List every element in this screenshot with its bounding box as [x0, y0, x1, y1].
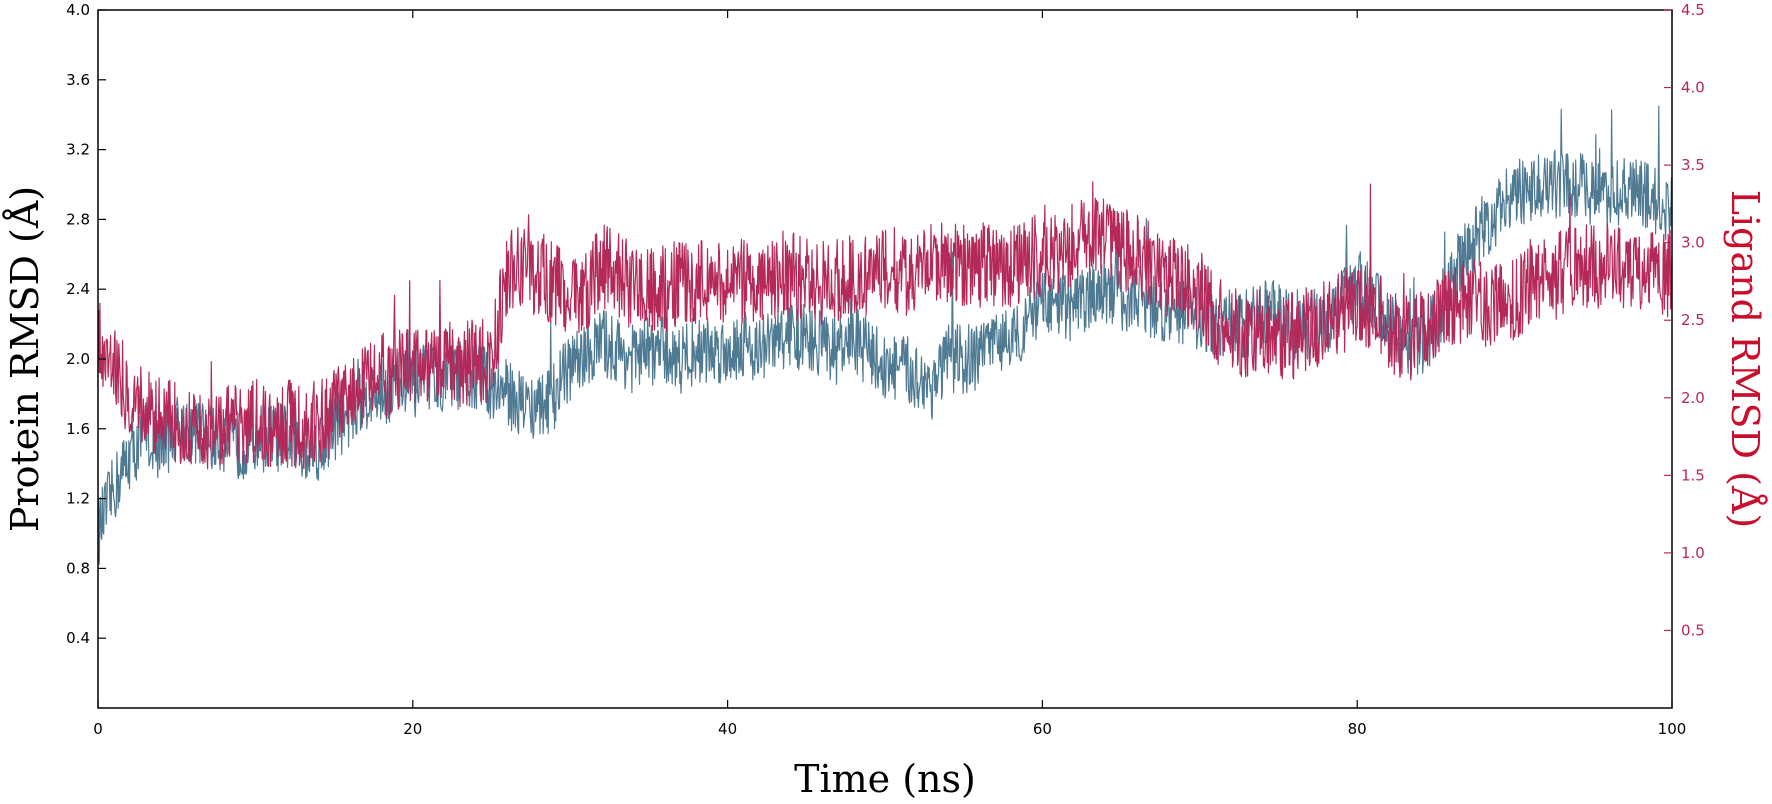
y2-tick-label: 4.0: [1681, 79, 1705, 97]
left-y-axis-title: Protein RMSD (Å): [3, 186, 47, 532]
x-tick-label: 80: [1348, 720, 1367, 738]
right-y-axis-title: Ligand RMSD (Å): [1723, 190, 1767, 528]
y2-tick-label: 4.5: [1681, 1, 1705, 19]
y2-tick-label: 3.5: [1681, 156, 1705, 174]
y-tick-label: 0.4: [66, 629, 90, 647]
y2-tick-label: 3.0: [1681, 234, 1705, 252]
x-tick-label: 20: [403, 720, 422, 738]
ligand-rmsd-line: [97, 181, 1673, 470]
x-tick-label: 0: [93, 720, 103, 738]
y-tick-label: 3.6: [66, 71, 90, 89]
y-tick-label: 1.6: [66, 420, 90, 438]
y2-tick-label: 2.0: [1681, 389, 1705, 407]
y-tick-label: 4.0: [66, 1, 90, 19]
x-axis-title: Time (ns): [794, 757, 976, 801]
right-y-axis: 0.5 1.0 1.5 2.0 2.5 3.0 3.5 4.0 4.5: [1664, 1, 1705, 639]
x-axis: 0 20 40 60 80 100: [93, 10, 1686, 738]
y2-tick-label: 2.5: [1681, 311, 1705, 329]
ligand-rmsd-series: [97, 181, 1673, 470]
y-tick-label: 3.2: [66, 141, 90, 159]
x-tick-label: 60: [1033, 720, 1052, 738]
y2-tick-label: 0.5: [1681, 621, 1705, 639]
y-tick-label: 1.2: [66, 490, 90, 508]
y2-tick-label: 1.0: [1681, 544, 1705, 562]
y2-tick-label: 1.5: [1681, 466, 1705, 484]
x-tick-label: 100: [1658, 720, 1687, 738]
y-tick-label: 2.4: [66, 280, 90, 298]
x-tick-label: 40: [718, 720, 737, 738]
y-tick-label: 0.8: [66, 559, 90, 577]
y-tick-label: 2.8: [66, 210, 90, 228]
left-y-axis: 0.4 0.8 1.2 1.6 2.0 2.4 2.8 3.2 3.6 4.0: [66, 1, 106, 647]
y-tick-label: 2.0: [66, 350, 90, 368]
